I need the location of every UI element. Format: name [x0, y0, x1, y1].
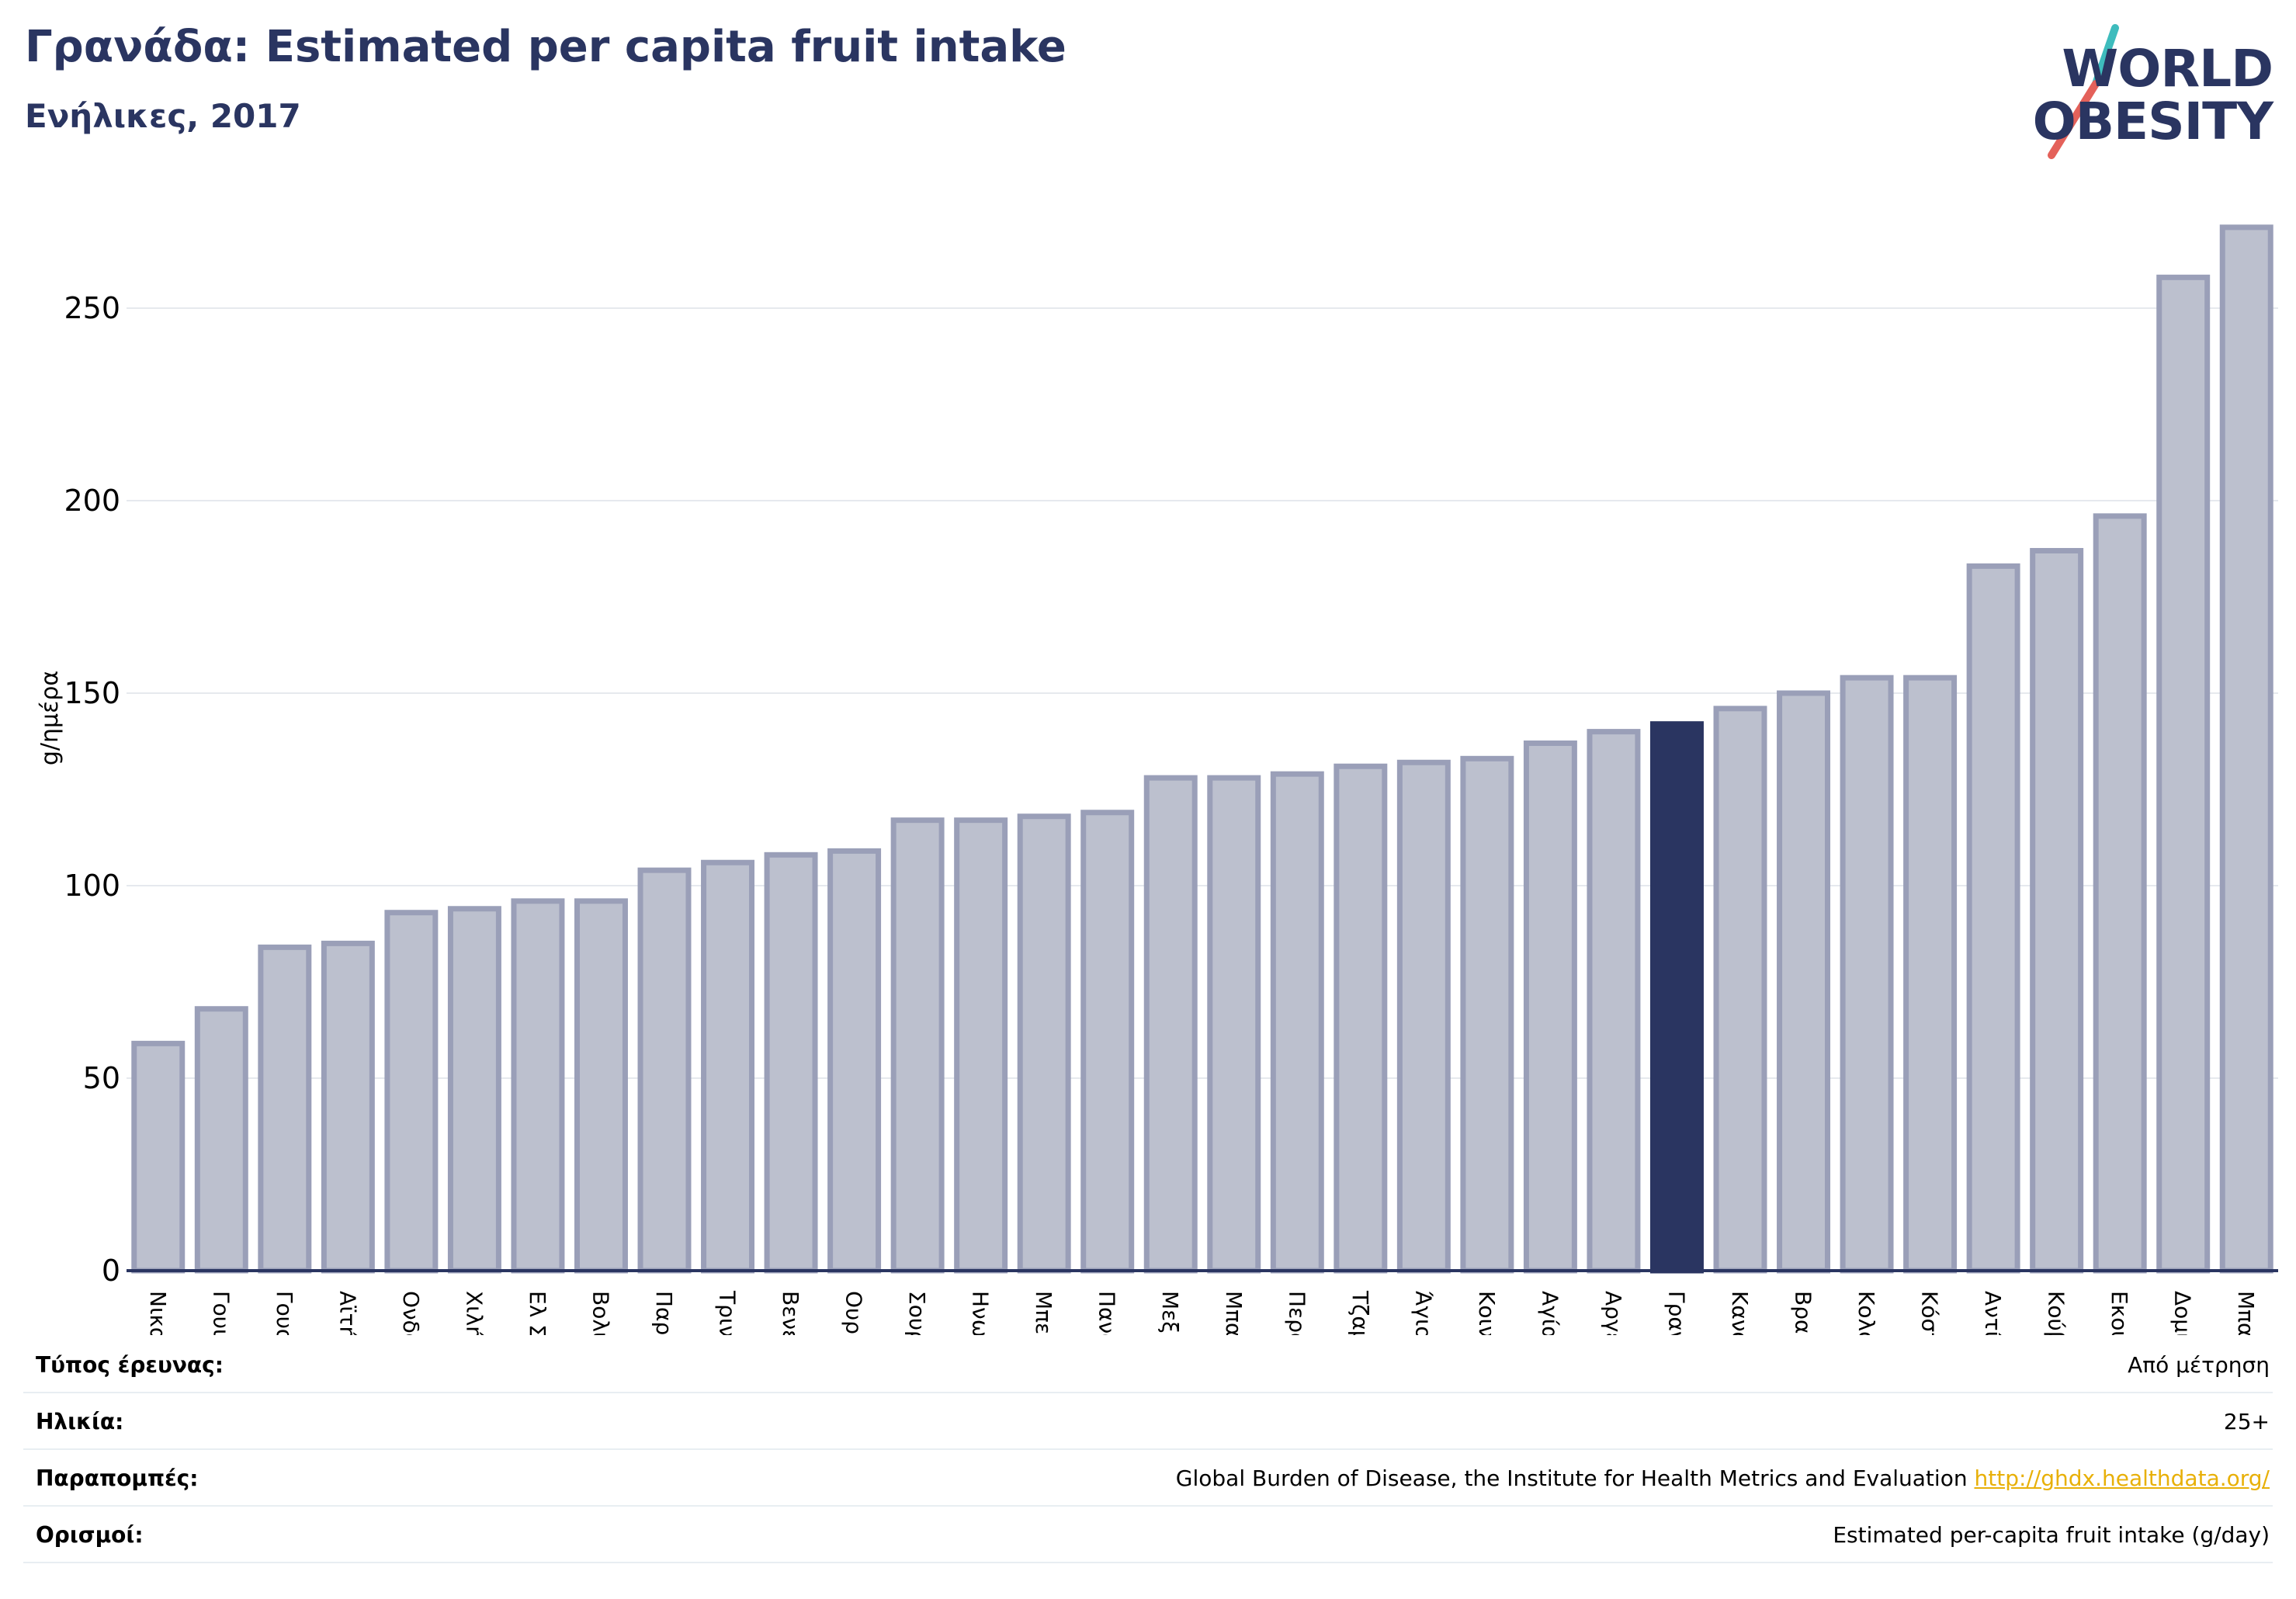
x-tick-label: Δομινικανή Δημοκρατία	[2170, 1291, 2196, 1335]
x-tick-label: Βολιβία	[588, 1291, 613, 1335]
bar	[1587, 729, 1641, 1274]
x-tick-label: Κοινοπολιτεία της Δομινίκας	[1474, 1291, 1500, 1335]
info-value: Global Burden of Disease, the Institute …	[1176, 1465, 2270, 1491]
bar	[2030, 547, 2084, 1274]
bar	[1713, 706, 1767, 1274]
bar	[2093, 513, 2147, 1274]
bar	[1334, 763, 1388, 1274]
info-row-references: Παραπομπές: Global Burden of Disease, th…	[23, 1450, 2273, 1507]
info-label: Τύπος έρευνας:	[36, 1352, 224, 1378]
reference-link[interactable]: http://ghdx.healthdata.org/	[1974, 1465, 2270, 1491]
x-tick-label: Παραγουάη	[651, 1291, 677, 1335]
x-tick-label: Μπαρμπάντος	[1221, 1291, 1247, 1335]
info-label: Ηλικία:	[36, 1409, 124, 1434]
bar	[1523, 740, 1577, 1274]
chart-subtitle: Ενήλικες, 2017	[25, 97, 301, 135]
bar	[194, 1006, 248, 1274]
info-table: Τύπος έρευνας: Από μέτρηση Ηλικία: 25+ Π…	[23, 1337, 2273, 1563]
bar	[258, 944, 312, 1274]
bar	[1080, 810, 1135, 1274]
y-tick-label: 200	[64, 484, 120, 518]
x-tick-label: Παναμάς	[1094, 1291, 1120, 1335]
bar	[890, 817, 945, 1274]
bar	[827, 848, 882, 1274]
bar	[321, 940, 375, 1274]
chart-title: Γρανάδα: Estimated per capita fruit inta…	[25, 22, 1066, 72]
bar	[1017, 813, 1071, 1274]
x-tick-label: Τρινιντάντ και Τομπάγκο	[715, 1290, 740, 1335]
x-tick-label: Εκουαδόρ	[2107, 1291, 2132, 1335]
bar-chart: 0 50 100 150 200 250 Νικαράγουα Γουιάνα Γουατεμά…	[36, 224, 2278, 1335]
x-tick-label: Αϊτή	[335, 1291, 360, 1335]
reference-text: Global Burden of Disease, the Institute …	[1175, 1465, 1968, 1491]
x-tick-label: Νικαράγουα	[145, 1291, 171, 1335]
logo-slash-icon	[2048, 24, 2119, 159]
x-tick-label: Αντίγκουα και Μπαρμπούντα	[1980, 1291, 2006, 1335]
x-tick-label: Ηνωμένες Πολιτείες	[968, 1291, 994, 1335]
x-tick-label: Γρανάδα	[1663, 1291, 1689, 1335]
x-tick-label: Ελ Σαλβαδόρ	[525, 1291, 550, 1335]
y-tick-label: 50	[83, 1061, 120, 1095]
bar	[574, 898, 628, 1274]
bar	[954, 817, 1008, 1274]
x-tick-label: Καναδάς	[1727, 1291, 1753, 1335]
bar	[764, 852, 818, 1274]
x-tick-label: Ουρουγουάη	[841, 1291, 867, 1335]
world-obesity-logo: WORLD OBESITY	[2018, 23, 2282, 163]
x-tick-label: Γουατεμάλα	[272, 1291, 297, 1335]
x-tick-label: Αργεντινή	[1601, 1291, 1626, 1335]
x-tick-label: Σουρινάμ	[904, 1291, 930, 1335]
x-tick-label: Χιλή	[461, 1291, 487, 1335]
x-tick-label: Βραζιλία	[1791, 1291, 1816, 1335]
info-value: Από μέτρηση	[2128, 1352, 2270, 1378]
bar	[384, 910, 439, 1274]
bar	[1143, 775, 1198, 1274]
logo-obesity-text: OBESITY	[2032, 92, 2273, 151]
x-tick-label: Περού	[1284, 1291, 1309, 1335]
bar	[447, 906, 501, 1274]
bar	[2219, 224, 2273, 1274]
bar	[511, 898, 565, 1274]
x-tick-label: Γουιάνα	[208, 1291, 234, 1335]
bar	[1966, 563, 2020, 1274]
info-label: Παραπομπές:	[36, 1465, 199, 1491]
y-tick-label: 250	[64, 291, 120, 325]
y-tick-label: 0	[102, 1254, 120, 1288]
x-tick-label: Κούβα	[2044, 1291, 2069, 1335]
x-tick-label: Μπαχάμες	[2233, 1291, 2259, 1335]
axes: 0 50 100 150 200 250 Νικαράγουα Γουιάνα Γουατεμά…	[64, 291, 2278, 1335]
x-tick-label: Βενεζουέλα	[778, 1291, 803, 1335]
x-tick-label: Μεξικό	[1157, 1291, 1183, 1335]
bar	[1270, 771, 1324, 1274]
x-tick-label: Κόστα Ρίκα	[1917, 1291, 1943, 1335]
y-tick-label: 100	[64, 869, 120, 903]
bar	[2156, 274, 2211, 1274]
info-row-survey-type: Τύπος έρευνας: Από μέτρηση	[23, 1337, 2273, 1393]
x-tick-label: Κολομβία	[1854, 1291, 1879, 1335]
bars	[131, 224, 2273, 1274]
info-row-definitions: Ορισμοί: Estimated per-capita fruit inta…	[23, 1507, 2273, 1563]
bar	[1460, 755, 1514, 1274]
info-label: Ορισμοί:	[36, 1522, 144, 1548]
bar	[701, 859, 755, 1274]
x-tick-label: Ονδούρα	[398, 1291, 424, 1335]
info-value: Estimated per-capita fruit intake (g/day…	[1833, 1522, 2270, 1548]
info-row-age: Ηλικία: 25+	[23, 1393, 2273, 1450]
bar	[1396, 759, 1451, 1274]
y-tick-label: 150	[64, 676, 120, 710]
bar	[1207, 775, 1261, 1274]
bar	[1777, 690, 1831, 1274]
bar	[637, 867, 692, 1274]
info-value: 25+	[2223, 1409, 2270, 1434]
x-tick-label: Άγιος Βικέντιος και Γρεναδίνες	[1410, 1291, 1436, 1335]
bar	[1903, 675, 1958, 1274]
bar-highlight	[1649, 721, 1704, 1274]
x-tick-label: Αγία Λουκία	[1537, 1291, 1562, 1335]
logo-world-text: WORLD	[2062, 39, 2273, 99]
bar	[1840, 675, 1894, 1274]
y-axis-label: g/ημέρα	[36, 671, 64, 765]
x-tick-label: Τζαμάικα	[1347, 1290, 1373, 1335]
x-tick-label: Μπελίζ	[1031, 1291, 1056, 1335]
bar	[131, 1040, 186, 1274]
